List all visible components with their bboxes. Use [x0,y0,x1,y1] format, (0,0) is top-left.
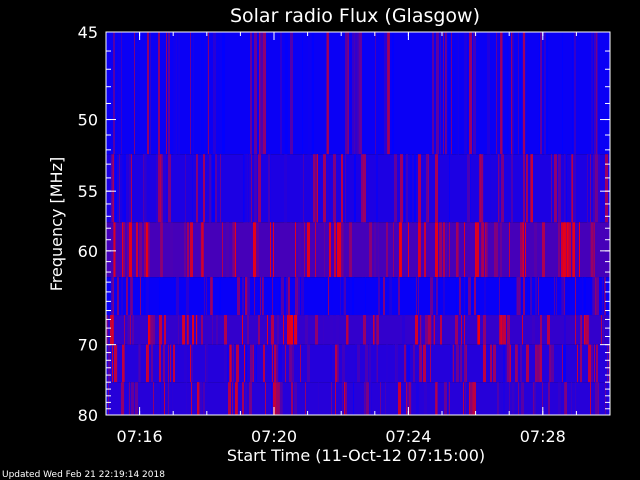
x-tick-label: 07:24 [385,427,431,446]
chart-title: Solar radio Flux (Glasgow) [230,5,480,27]
frequency-band-5 [106,344,610,383]
y-tick-label: 50 [78,111,98,130]
plot-frame [105,31,611,416]
y-axis-label: Frequency [MHz] [47,157,66,291]
y-tick-label: 70 [78,336,98,355]
x-axis-label: Start Time (11-Oct-12 07:15:00) [227,446,485,465]
y-tick-label: 45 [78,23,98,42]
frequency-band-2 [106,222,610,278]
y-tick-label: 60 [78,242,98,261]
x-axis: 07:16 07:20 07:24 07:28 [105,32,611,446]
frequency-band-1 [106,154,610,223]
frequency-band-3 [106,277,610,316]
x-tick-label: 07:16 [117,427,163,446]
frequency-band-4 [106,315,610,345]
y-tick-label: 55 [78,182,98,201]
updated-timestamp: Updated Wed Feb 21 22:19:14 2018 [2,470,165,480]
frequency-band-0 [106,32,610,155]
x-tick-label: 07:28 [520,427,566,446]
x-tick-label: 07:20 [251,427,297,446]
y-tick-label: 80 [78,406,98,425]
frequency-band-6 [106,382,610,415]
spectrogram-plot-area [106,32,610,415]
y-axis: 45 50 55 60 70 80 [78,23,610,425]
